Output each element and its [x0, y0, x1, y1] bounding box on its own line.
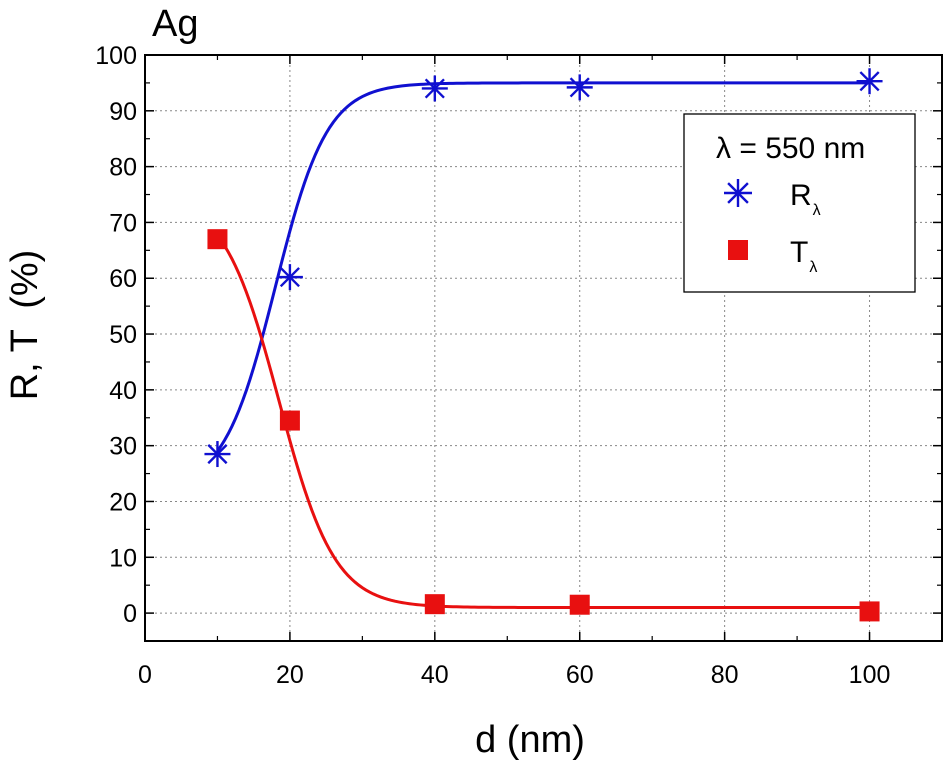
y-tick-label: 30: [109, 433, 137, 461]
fit-layer: [216, 81, 870, 610]
legend-label-r: Rλ: [790, 179, 821, 219]
x-tick-label: 40: [421, 661, 449, 689]
legend-label-t-main: T: [790, 236, 808, 269]
plot-frame: [144, 54, 943, 642]
legend: λ = 550 nm Rλ Tλ: [683, 113, 916, 293]
y-tick-label: 70: [109, 209, 137, 237]
y-axis-title: R, T (%): [4, 250, 46, 401]
data-point-t: [279, 410, 300, 431]
y-tick-label: 60: [109, 265, 137, 293]
y-tick-label: 100: [95, 42, 137, 70]
legend-label-r-main: R: [790, 179, 812, 212]
data-point-t: [207, 229, 228, 250]
legend-square-icon: [728, 240, 748, 260]
legend-marker-t: [728, 240, 748, 260]
y-tick-label: 50: [109, 321, 137, 349]
data-point-r-stroke: [207, 443, 228, 465]
x-tick-label: 20: [276, 661, 304, 689]
legend-asterisk-icon: [724, 179, 752, 207]
data-point-t: [569, 594, 590, 615]
x-tick-label: 100: [849, 661, 891, 689]
chart-title: Ag: [152, 3, 198, 45]
y-tick-label: 80: [109, 154, 137, 182]
x-axis-title: d (nm): [475, 719, 585, 761]
y-tick-label: 20: [109, 488, 137, 516]
y-tick-label: 10: [109, 544, 137, 572]
x-tick-label: 60: [566, 661, 594, 689]
y-tick-label: 0: [123, 600, 137, 628]
x-tick-label: 80: [711, 661, 739, 689]
data-point-r-stroke: [279, 267, 300, 288]
fit-curve-r: [216, 81, 870, 452]
legend-label-r-sub: λ: [813, 202, 821, 219]
points-layer: [204, 68, 883, 622]
data-point-r: [204, 441, 231, 468]
y-tick-label: 40: [109, 377, 137, 405]
data-point-r-stroke: [569, 77, 590, 98]
data-point-t: [859, 601, 880, 622]
x-tick-label: 0: [138, 661, 152, 689]
data-point-r-stroke: [859, 71, 880, 92]
y-tick-label: 90: [109, 98, 137, 126]
data-point-t: [424, 594, 445, 615]
data-point-r: [421, 75, 448, 102]
data-point-r-stroke: [424, 78, 445, 99]
data-point-r: [856, 68, 883, 95]
legend-title: λ = 550 nm: [716, 132, 865, 165]
data-point-r: [566, 74, 593, 101]
ticks-layer: 0 20 40 60 80 100 0 10 20 30 40 50 60 70 80 90 100: [95, 42, 942, 689]
legend-asterisk-icon-stroke: [727, 182, 749, 204]
legend-label-t: Tλ: [790, 236, 817, 276]
legend-label-t-sub: λ: [809, 259, 817, 276]
fit-curve-t: [216, 234, 870, 610]
legend-marker-r: [724, 179, 752, 207]
data-point-r: [276, 264, 303, 291]
legend-box: [683, 113, 916, 293]
